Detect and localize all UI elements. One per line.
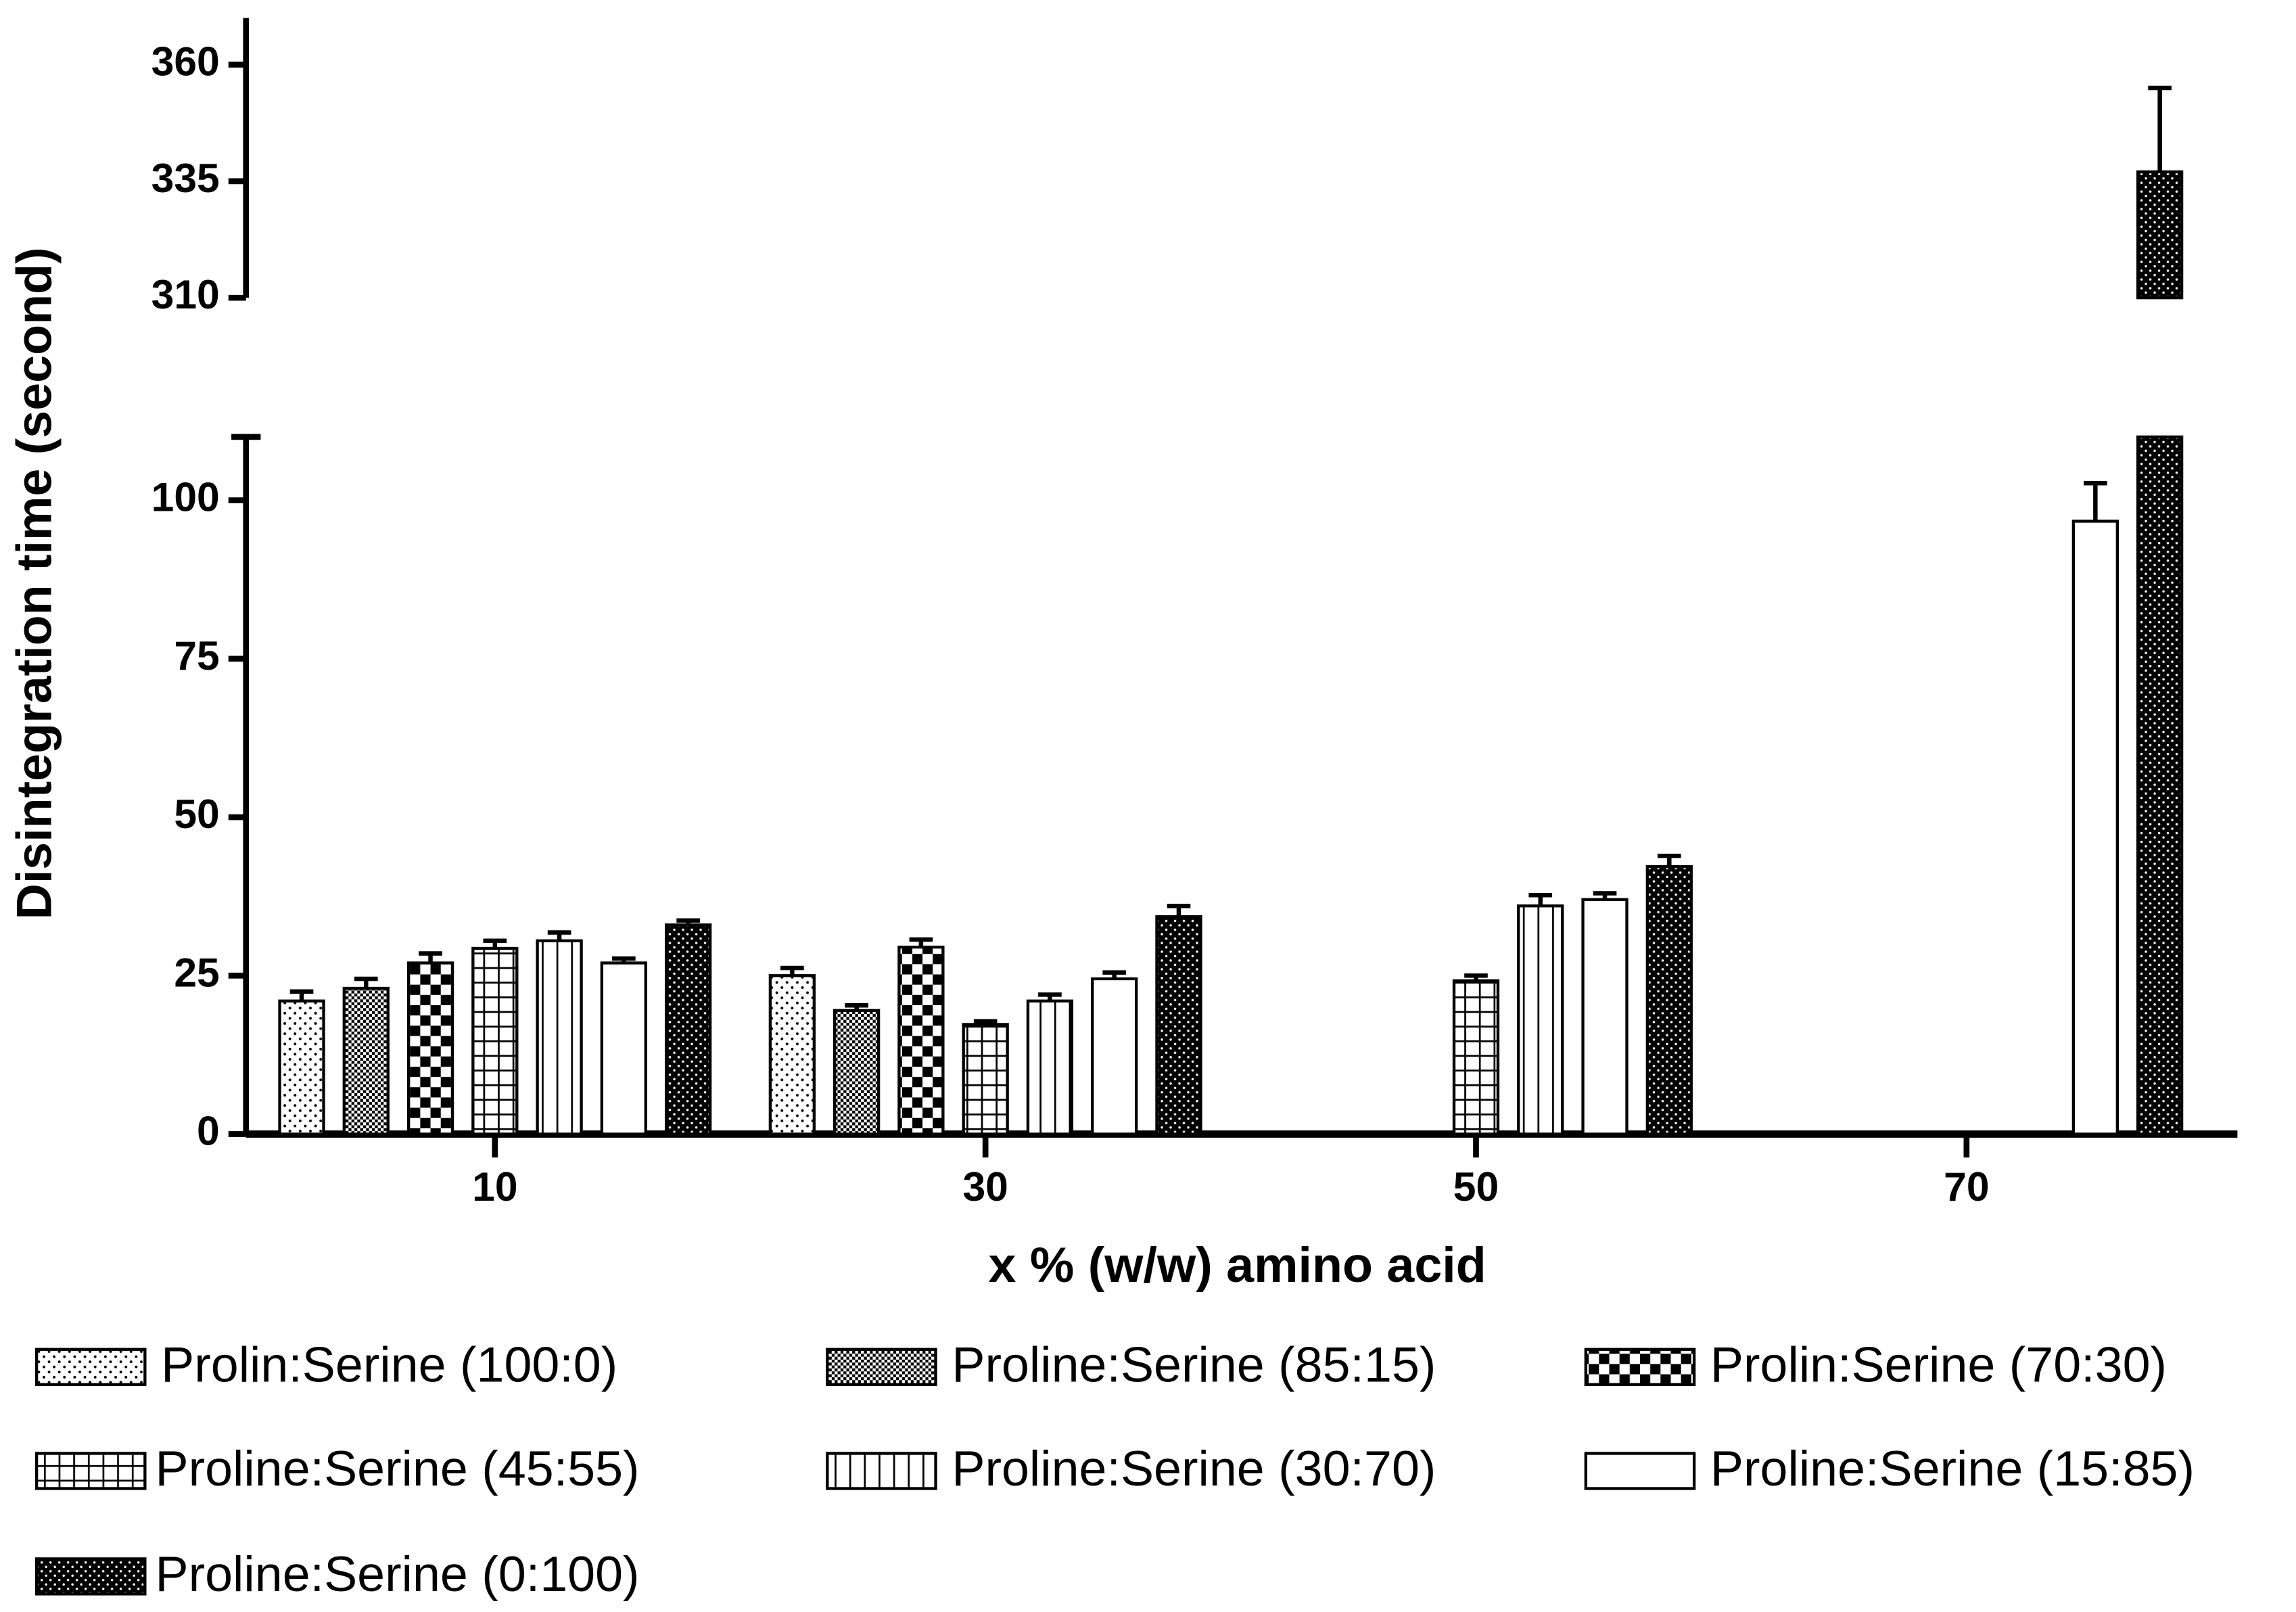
y-tick-label: 335 <box>151 155 220 201</box>
bar <box>600 961 648 1136</box>
bar <box>1026 999 1074 1136</box>
legend-swatch <box>34 1452 147 1490</box>
legend-label: Proline:Serine (15:85) <box>1710 1440 2195 1496</box>
x-tick-label: 30 <box>962 1164 1008 1210</box>
bar <box>342 986 390 1136</box>
bar <box>1091 977 1138 1136</box>
bar <box>1581 898 1629 1136</box>
y-tick-label: 100 <box>151 474 220 520</box>
legend-swatch <box>826 1452 937 1490</box>
legend-label: Proline:Serine (30:70) <box>952 1440 1436 1496</box>
y-tick-label: 310 <box>151 271 220 317</box>
legend-swatch <box>1584 1348 1696 1386</box>
bar <box>1645 865 1693 1136</box>
y-tick-label: 50 <box>174 791 219 837</box>
y-tick-label: 75 <box>174 632 219 678</box>
bar <box>2071 520 2119 1136</box>
y-tick-label: 25 <box>174 949 219 995</box>
bar <box>536 939 583 1136</box>
bar <box>471 946 519 1136</box>
legend-swatch <box>34 1348 147 1386</box>
bar <box>962 1023 1009 1136</box>
bar <box>833 1009 881 1136</box>
legend-label: Proline:Serine (45:55) <box>156 1440 640 1496</box>
bar <box>406 961 454 1136</box>
legend-swatch <box>34 1557 147 1596</box>
bar <box>768 974 816 1136</box>
legend-swatch <box>826 1348 937 1386</box>
legend-swatch <box>1584 1452 1696 1490</box>
bar <box>1517 904 1564 1136</box>
x-tick-label: 10 <box>472 1164 517 1210</box>
x-axis-label: x % (w/w) amino acid <box>988 1237 1486 1293</box>
bar <box>897 945 945 1136</box>
legend-label: Proline:Serine (0:100) <box>156 1546 640 1602</box>
bar <box>2136 170 2184 300</box>
bar <box>664 923 712 1136</box>
legend-label: Prolin:Serine (70:30) <box>1710 1336 2167 1392</box>
bar <box>1452 979 1500 1136</box>
y-tick-label: 0 <box>197 1108 220 1154</box>
legend-label: Proline:Serine (85:15) <box>952 1336 1436 1392</box>
y-tick-label: 360 <box>151 39 220 85</box>
bar <box>278 999 325 1136</box>
legend-label: Prolin:Serine (100:0) <box>161 1336 617 1392</box>
bar <box>1155 915 1202 1136</box>
x-tick-label: 70 <box>1944 1164 1989 1210</box>
x-tick-label: 50 <box>1453 1164 1499 1210</box>
bar <box>2136 435 2184 1136</box>
y-axis-label: Disintegration time (second) <box>6 247 62 919</box>
